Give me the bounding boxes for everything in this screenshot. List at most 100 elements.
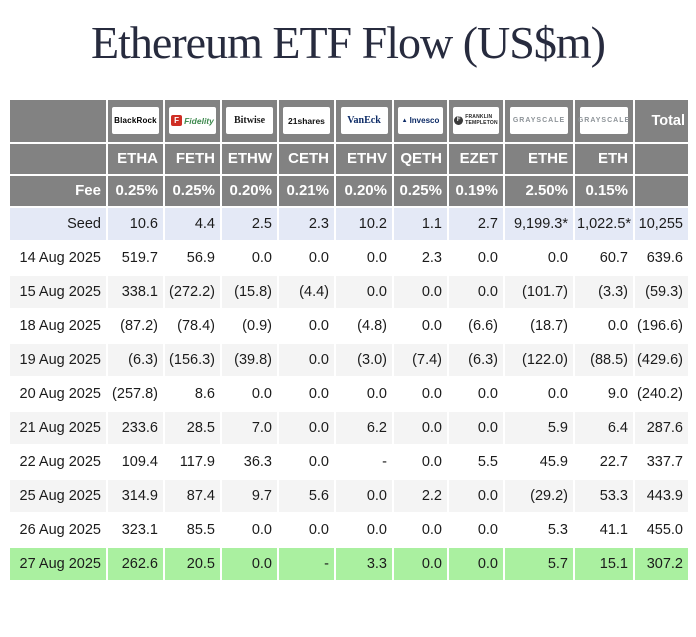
row-date: 18 Aug 2025: [8, 307, 108, 344]
seed-value-cell: 10.6: [106, 205, 165, 242]
table-row: 21 Aug 2025 233.6 28.5 7.0 0.0 6.2 0.0 0.0 5.9 6.…: [8, 409, 690, 446]
flow-value-cell: 2.2: [392, 477, 449, 514]
flow-value-cell: 0.0: [447, 545, 505, 582]
issuer-cell: F FRANKLIN TEMPLETON: [447, 97, 505, 144]
row-date: 25 Aug 2025: [8, 477, 108, 514]
flow-value-cell: 5.5: [447, 443, 505, 480]
flow-value-cell: 0.0: [392, 545, 449, 582]
issuer-logo-text: GRAYSCALE: [512, 117, 566, 124]
issuer-logo-fidelity-icon: F Fidelity: [169, 107, 216, 134]
flow-value-cell: 337.7: [633, 443, 690, 480]
issuer-logo-vaneck-icon: VanEck: [340, 107, 388, 134]
flow-value-cell: 0.0: [392, 273, 449, 310]
ticker-cell: ETHA: [106, 141, 165, 176]
flow-value-cell: (6.6): [447, 307, 505, 344]
row-date: 26 Aug 2025: [8, 511, 108, 548]
fee-cell: 0.20%: [220, 173, 279, 208]
seed-value-cell: 1.1: [392, 205, 449, 242]
ticker-cell: EZET: [447, 141, 505, 176]
flow-value-cell: 0.0: [503, 375, 575, 412]
flow-value-cell: 0.0: [277, 341, 336, 378]
fee-cell: 0.20%: [334, 173, 394, 208]
flow-value-cell: 307.2: [633, 545, 690, 582]
flow-value-cell: 0.0: [447, 511, 505, 548]
flow-value-cell: -: [277, 545, 336, 582]
flow-value-cell: 287.6: [633, 409, 690, 446]
flow-value-cell: 0.0: [392, 409, 449, 446]
flow-value-cell: (196.6): [633, 307, 690, 344]
flow-value-cell: 639.6: [633, 239, 690, 276]
flow-value-cell: 22.7: [573, 443, 635, 480]
issuer-logo-text: VanEck: [347, 115, 381, 126]
ticker-cell: FETH: [163, 141, 222, 176]
flow-value-cell: 0.0: [334, 239, 394, 276]
flow-value-cell: 36.3: [220, 443, 279, 480]
flow-value-cell: 314.9: [106, 477, 165, 514]
ticker-cell: QETH: [392, 141, 449, 176]
fee-cell: 0.25%: [163, 173, 222, 208]
issuer-cell: GRAYSCALE: [573, 97, 635, 144]
seed-value-cell: 9,199.3*: [503, 205, 575, 242]
table-row: 25 Aug 2025 314.9 87.4 9.7 5.6 0.0 2.2 0.0 (29.2…: [8, 477, 690, 514]
flow-value-cell: 3.3: [334, 545, 394, 582]
table-row: 19 Aug 2025 (6.3) (156.3) (39.8) 0.0 (3.0) (7.…: [8, 341, 690, 378]
flow-value-cell: 0.0: [573, 307, 635, 344]
flow-value-cell: (3.0): [334, 341, 394, 378]
flow-value-cell: 0.0: [447, 409, 505, 446]
flow-value-cell: 0.0: [334, 375, 394, 412]
row-date: 14 Aug 2025: [8, 239, 108, 276]
flow-value-cell: 0.0: [503, 239, 575, 276]
flow-value-cell: (156.3): [163, 341, 222, 378]
ticker-cell: ETHW: [220, 141, 279, 176]
flow-value-cell: (257.8): [106, 375, 165, 412]
flow-value-cell: 0.0: [334, 511, 394, 548]
flow-value-cell: (429.6): [633, 341, 690, 378]
flow-value-cell: 85.5: [163, 511, 222, 548]
row-date: 22 Aug 2025: [8, 443, 108, 480]
flow-value-cell: 0.0: [277, 409, 336, 446]
seed-value-cell: 4.4: [163, 205, 222, 242]
flow-value-cell: 53.3: [573, 477, 635, 514]
flow-value-cell: 56.9: [163, 239, 222, 276]
page-title: Ethereum ETF Flow (US$m): [91, 17, 606, 68]
table-row: 26 Aug 2025 323.1 85.5 0.0 0.0 0.0 0.0 0.0 5.3 41…: [8, 511, 690, 548]
table-row: 18 Aug 2025 (87.2) (78.4) (0.9) 0.0 (4.8) 0.0(…: [8, 307, 690, 344]
flow-value-cell: 338.1: [106, 273, 165, 310]
flow-value-cell: (15.8): [220, 273, 279, 310]
flow-value-cell: 0.0: [392, 443, 449, 480]
ticker-cell: ETHV: [334, 141, 394, 176]
flow-value-cell: 0.0: [220, 545, 279, 582]
ticker-cell: ETHE: [503, 141, 575, 176]
flow-value-cell: (0.9): [220, 307, 279, 344]
seed-value-cell: 1,022.5*: [573, 205, 635, 242]
flow-value-cell: 2.3: [392, 239, 449, 276]
issuer-cell: BlackRock: [106, 97, 165, 144]
flow-value-cell: 117.9: [163, 443, 222, 480]
issuer-logo-grayscale-icon: GRAYSCALE: [578, 107, 629, 134]
issuer-logo-invesco-icon: ▲ Invesco: [398, 107, 443, 134]
flow-value-cell: -: [334, 443, 394, 480]
invesco-mark-icon: ▲: [401, 117, 408, 124]
flow-value-cell: 0.0: [220, 239, 279, 276]
fee-cell: 0.25%: [392, 173, 449, 208]
issuer-logo-text: FRANKLIN TEMPLETON: [465, 114, 498, 126]
corner-cell: [8, 97, 108, 144]
flow-value-cell: 5.7: [503, 545, 575, 582]
table-row: 15 Aug 2025 338.1 (272.2) (15.8) (4.4) 0.0 0.0…: [8, 273, 690, 310]
flow-value-cell: 0.0: [220, 511, 279, 548]
issuer-cell: 21shares: [277, 97, 336, 144]
flow-value-cell: 8.6: [163, 375, 222, 412]
seed-value-cell: 2.7: [447, 205, 505, 242]
total-header-cell: Total: [633, 97, 690, 144]
issuer-logo-text-line: TEMPLETON: [465, 119, 498, 126]
table-row: 14 Aug 2025 519.7 56.9 0.0 0.0 0.0 2.3 0.0 0.0 60…: [8, 239, 690, 276]
seed-value-cell: 10.2: [334, 205, 394, 242]
flow-value-cell: 262.6: [106, 545, 165, 582]
table-row: 27 Aug 2025 262.6 20.5 0.0-3.3 0.0 0.0 5.7 15.1…: [8, 545, 690, 582]
blank-cell: [633, 173, 690, 208]
flow-value-cell: 0.0: [447, 239, 505, 276]
blank-cell: [633, 141, 690, 176]
logo-row: BlackRock F Fidelity Bitwise 21shares VanEck ▲…: [8, 97, 690, 144]
flow-value-cell: 28.5: [163, 409, 222, 446]
issuer-cell: ▲ Invesco: [392, 97, 449, 144]
